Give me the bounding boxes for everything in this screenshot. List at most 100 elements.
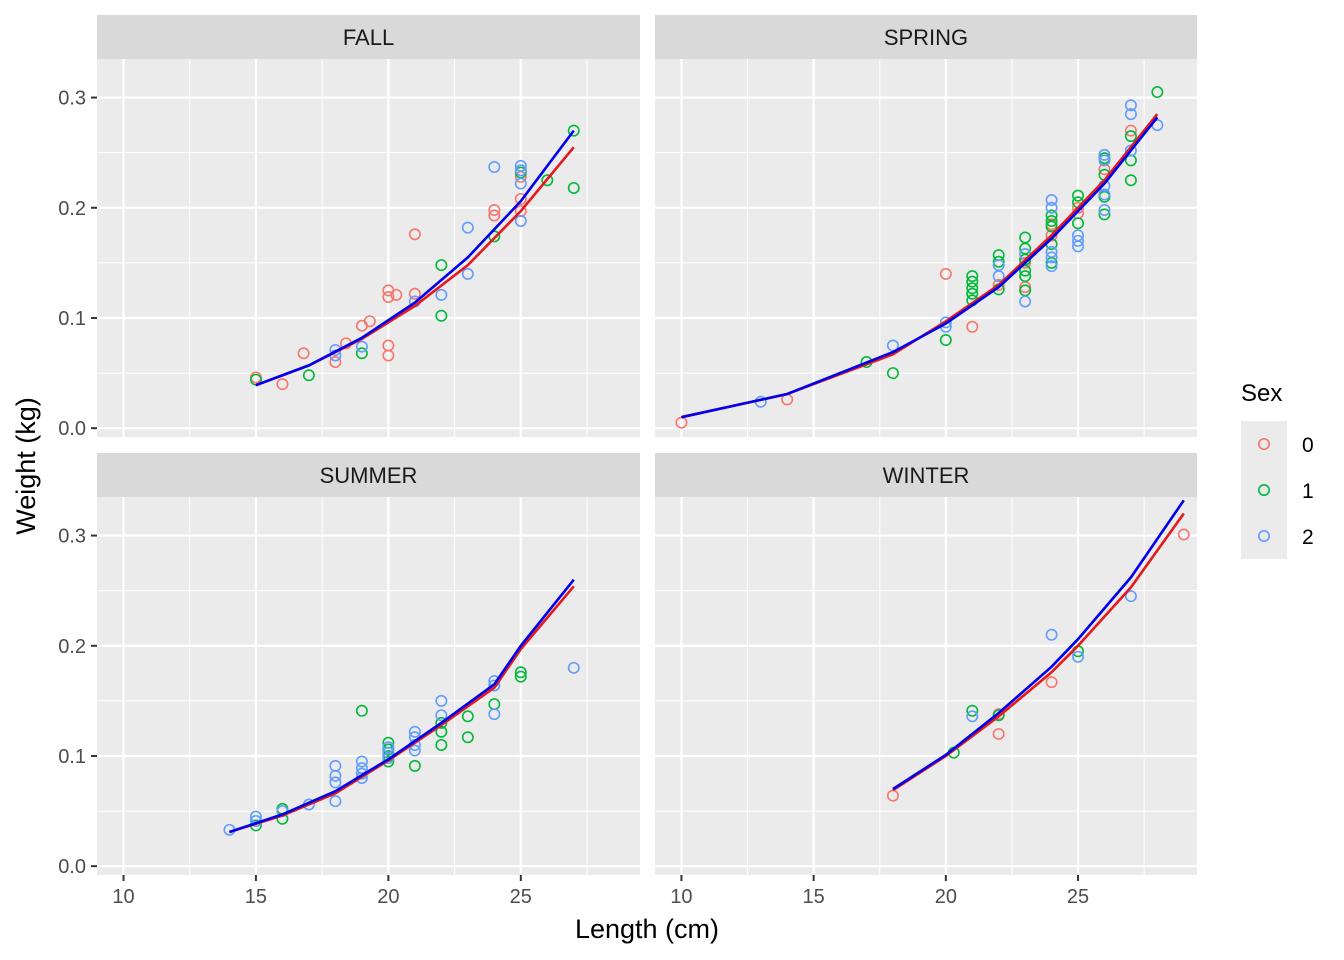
- data-point-sex-1: [1098, 208, 1111, 221]
- data-point-sex-2: [1124, 108, 1137, 121]
- data-point-sex-1: [966, 287, 979, 300]
- data-point-sex-1: [435, 309, 448, 322]
- y-axis-title: Weight (kg): [11, 397, 41, 535]
- data-point-sex-1: [567, 124, 580, 137]
- data-point-sex-2: [992, 270, 1005, 283]
- data-point-sex-1: [1045, 215, 1058, 228]
- data-point-sex-2: [1045, 201, 1058, 214]
- data-point-sex-1: [992, 709, 1005, 722]
- data-point-sex-0: [1019, 256, 1032, 269]
- legend-key-background: [1241, 467, 1287, 513]
- x-tick-label: 15: [803, 886, 825, 908]
- panel-fall: FALL 0.0 0.1 0.2 0.3: [58, 15, 640, 440]
- legend-marker: [1258, 437, 1271, 450]
- y-tick-label: 0.1: [58, 308, 86, 330]
- data-point-sex-2: [1098, 188, 1111, 201]
- data-point-sex-1: [435, 259, 448, 272]
- data-point-sex-2: [1072, 234, 1085, 247]
- legend-key-1: 1: [1241, 467, 1314, 513]
- data-point-sex-2: [939, 316, 952, 329]
- data-point-sex-1: [514, 666, 527, 679]
- data-point-sex-0: [514, 192, 527, 205]
- data-point-sex-2: [435, 694, 448, 707]
- y-tick-label: 0.3: [58, 88, 86, 110]
- data-point-sex-2: [329, 795, 342, 808]
- data-point-sex-0: [966, 320, 979, 333]
- panel-summer: SUMMER 0.0 0.1 0.2 0.3 10 15 20 25: [58, 453, 640, 908]
- legend-key-2: 2: [1241, 513, 1314, 559]
- x-tick-label: 10: [112, 886, 134, 908]
- facet-title: SUMMER: [320, 463, 418, 488]
- data-point-sex-1: [1019, 270, 1032, 283]
- data-point-sex-2: [461, 221, 474, 234]
- facet-title: FALL: [343, 25, 394, 50]
- data-point-sex-2: [435, 288, 448, 301]
- data-point-sex-0: [363, 315, 376, 328]
- data-point-sex-2: [329, 769, 342, 782]
- panel-background: [655, 59, 1197, 437]
- facet-strip: [655, 453, 1197, 497]
- data-point-sex-1: [992, 255, 1005, 268]
- data-point-sex-0: [1072, 201, 1085, 214]
- data-point-sex-2: [1045, 628, 1058, 641]
- x-tick-label: 10: [670, 886, 692, 908]
- legend-label: 2: [1302, 526, 1314, 549]
- data-point-sex-0: [329, 356, 342, 369]
- y-tick-label: 0.1: [58, 746, 86, 768]
- data-point-sex-0: [382, 291, 395, 304]
- fit-line-blue: [255, 129, 575, 387]
- data-point-sex-0: [488, 203, 501, 216]
- data-point-sex-1: [1072, 189, 1085, 202]
- data-point-sex-2: [1072, 240, 1085, 253]
- panel-winter: WINTER 10 15 20 25: [655, 453, 1197, 908]
- data-point-sex-0: [390, 288, 403, 301]
- facet-title: WINTER: [883, 463, 970, 488]
- data-point-sex-0: [1124, 124, 1137, 137]
- data-point-sex-1: [355, 347, 368, 360]
- data-point-sex-2: [408, 725, 421, 738]
- data-point-sex-0: [992, 278, 1005, 291]
- data-point-sex-2: [1098, 203, 1111, 216]
- data-point-sex-2: [1124, 99, 1137, 112]
- facet-strip: [655, 15, 1197, 59]
- data-point-sex-0: [1177, 528, 1190, 541]
- x-tick-label: 25: [510, 886, 532, 908]
- data-point-sex-0: [276, 378, 289, 391]
- x-axis-title: Length (cm): [575, 914, 719, 944]
- data-point-sex-2: [1045, 251, 1058, 264]
- data-point-sex-1: [966, 282, 979, 295]
- legend-title: Sex: [1241, 380, 1282, 407]
- data-point-sex-2: [1045, 260, 1058, 273]
- data-point-sex-0: [297, 347, 310, 360]
- data-point-sex-2: [435, 709, 448, 722]
- data-point-sex-0: [382, 349, 395, 362]
- data-point-sex-1: [408, 759, 421, 772]
- data-point-sex-1: [302, 369, 315, 382]
- data-point-sex-2: [1098, 154, 1111, 167]
- data-point-sex-1: [1124, 174, 1137, 187]
- data-point-sex-2: [1124, 590, 1137, 603]
- data-point-sex-0: [1045, 229, 1058, 242]
- facet-strip: [97, 453, 640, 497]
- data-point-sex-2: [408, 744, 421, 757]
- data-point-sex-0: [408, 287, 421, 300]
- data-point-sex-2: [329, 776, 342, 789]
- panel-background: [97, 497, 640, 875]
- data-point-sex-1: [1124, 130, 1137, 143]
- y-tick-label: 0.2: [58, 636, 86, 658]
- x-tick-label: 20: [935, 886, 957, 908]
- data-point-sex-2: [488, 679, 501, 692]
- data-point-sex-0: [939, 267, 952, 280]
- y-tick-label: 0.2: [58, 198, 86, 220]
- data-point-sex-0: [992, 727, 1005, 740]
- data-point-sex-1: [1045, 220, 1058, 233]
- x-tick-label: 15: [245, 886, 267, 908]
- data-point-sex-1: [355, 704, 368, 717]
- legend: Sex 0 1 2: [1241, 380, 1314, 559]
- data-point-sex-0: [886, 789, 899, 802]
- panel-spring: SPRING: [655, 15, 1197, 437]
- data-point-sex-1: [514, 670, 527, 683]
- legend-label: 1: [1302, 480, 1314, 503]
- legend-marker: [1258, 529, 1271, 542]
